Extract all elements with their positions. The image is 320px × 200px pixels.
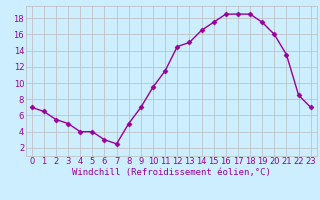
X-axis label: Windchill (Refroidissement éolien,°C): Windchill (Refroidissement éolien,°C) [72,168,271,177]
